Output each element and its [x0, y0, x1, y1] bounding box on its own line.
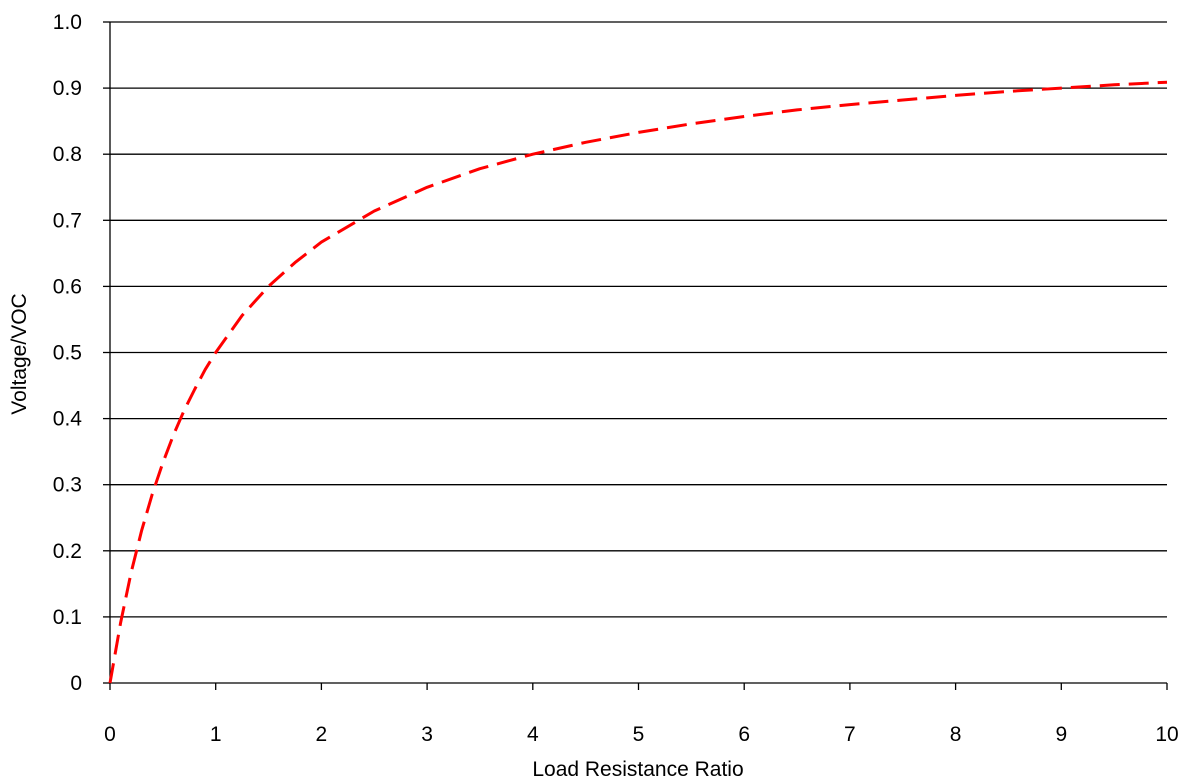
x-tick-label: 3 [421, 723, 433, 746]
y-tick-label: 0.1 [53, 606, 82, 629]
series-layer [108, 80, 1168, 684]
y-tick-label: 1.0 [53, 11, 82, 34]
x-tick-label: 0 [104, 723, 116, 746]
y-tick-labels: 0 0.1 0.2 0.3 0.4 0.5 0.6 0.7 0.8 0.9 1.0 [53, 11, 83, 695]
x-tick-label: 1 [210, 723, 222, 746]
y-tick-label: 0.6 [53, 275, 82, 298]
y-tick-label: 0.7 [53, 209, 82, 232]
x-axis-title: Load Resistance Ratio [532, 758, 743, 780]
x-tick-label: 9 [1055, 723, 1067, 746]
axes [103, 21, 1168, 690]
x-tick-label: 6 [738, 723, 750, 746]
x-tick-label: 4 [527, 723, 539, 746]
y-tick-label: 0.8 [53, 143, 82, 166]
x-tick-label: 5 [633, 723, 645, 746]
y-tick-label: 0.5 [53, 342, 82, 365]
y-tick-label: 0.2 [53, 540, 82, 563]
series-line [108, 80, 1168, 684]
y-tick-label: 0.3 [53, 474, 82, 497]
x-tick-label: 10 [1155, 723, 1178, 746]
y-tick-label: 0.4 [53, 408, 83, 431]
y-axis-title: Voltage/VOC [8, 293, 31, 414]
grid-lines [110, 21, 1167, 618]
x-tick-label: 7 [844, 723, 856, 746]
y-tick-label: 0.9 [53, 77, 82, 100]
y-tick-label: 0 [70, 672, 82, 695]
x-tick-label: 8 [950, 723, 962, 746]
x-tick-label: 2 [316, 723, 328, 746]
x-tick-labels: 0 1 2 3 4 5 6 7 8 9 10 [104, 723, 1179, 746]
